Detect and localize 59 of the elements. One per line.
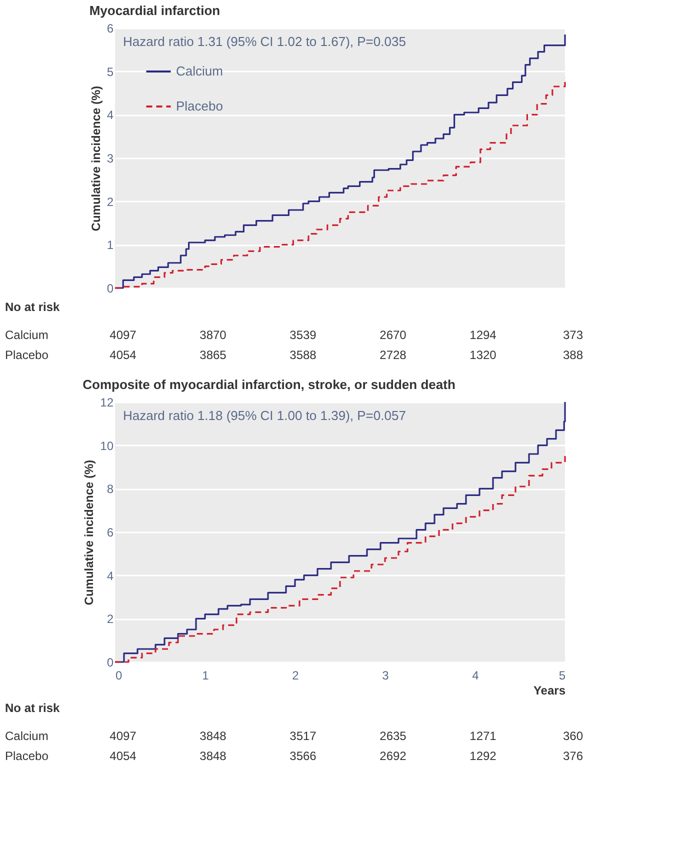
- text: 1292: [470, 749, 497, 763]
- text: 373: [562, 328, 584, 342]
- x-tick-label: 3: [382, 668, 390, 682]
- y-tick-label: 6: [106, 22, 114, 36]
- chart-title: Myocardial infarction: [89, 3, 220, 18]
- text: 4097: [110, 729, 137, 743]
- text: 3848: [200, 749, 227, 763]
- text: 2692: [380, 749, 407, 763]
- text: 3517: [290, 729, 317, 743]
- x-tick-label: 4: [472, 668, 480, 682]
- text: 3566: [290, 749, 317, 763]
- text: 4054: [110, 749, 137, 763]
- legend-label: Calcium: [176, 64, 223, 78]
- text: 3870: [200, 328, 227, 342]
- x-tick-label: 0: [116, 668, 122, 682]
- y-tick-label: 2: [106, 612, 114, 626]
- y-tick-label: 4: [106, 568, 114, 583]
- text: 3865: [200, 348, 227, 362]
- text: 2635: [380, 729, 407, 743]
- y-tick-label: 0: [106, 282, 114, 296]
- text: 4054: [110, 348, 137, 362]
- text: 376: [562, 749, 584, 763]
- text: 3539: [290, 328, 317, 342]
- x-tick-label: 5: [558, 668, 566, 682]
- text: 360: [562, 729, 584, 743]
- annotation: Hazard ratio 1.18 (95% CI 1.00 to 1.39), P=0.057: [123, 408, 406, 423]
- text: 388: [562, 348, 584, 362]
- y-tick-label: 12: [100, 396, 114, 410]
- x-axis-title: Years: [533, 684, 566, 698]
- text: Calcium: [5, 328, 48, 342]
- text: 2728: [380, 348, 407, 362]
- text: 2670: [380, 328, 407, 342]
- legend-label: Placebo: [176, 98, 223, 114]
- text: Placebo: [5, 348, 49, 362]
- text: 1294: [470, 328, 497, 342]
- y-tick-label: 8: [106, 482, 114, 496]
- y-tick-label: 2: [106, 194, 114, 209]
- y-tick-label: 1: [106, 238, 114, 252]
- text: 1320: [470, 348, 497, 362]
- y-tick-label: 3: [106, 152, 114, 166]
- y-axis-title: Cumulative incidence (%): [88, 86, 103, 232]
- y-tick-label: 4: [106, 108, 114, 122]
- text: 3588: [290, 348, 317, 362]
- text: 1271: [470, 729, 497, 743]
- text: 3848: [200, 729, 227, 743]
- text: No at risk: [5, 701, 60, 715]
- annotation: Hazard ratio 1.31 (95% CI 1.02 to 1.67), P=0.035: [123, 34, 406, 49]
- y-tick-label: 5: [106, 64, 114, 79]
- text: No at risk: [5, 300, 60, 314]
- text: Placebo: [5, 749, 49, 763]
- x-tick-label: 1: [202, 668, 210, 682]
- y-tick-label: 10: [100, 438, 114, 453]
- chart-title: Composite of myocardial infarction, stroke, or sudden death: [82, 377, 456, 392]
- x-tick-label: 2: [292, 668, 300, 682]
- y-axis-title: Cumulative incidence (%): [82, 460, 96, 606]
- y-tick-label: 6: [106, 526, 114, 540]
- text: 4097: [110, 328, 137, 342]
- y-tick-label: 0: [106, 656, 114, 670]
- text: Calcium: [5, 729, 48, 743]
